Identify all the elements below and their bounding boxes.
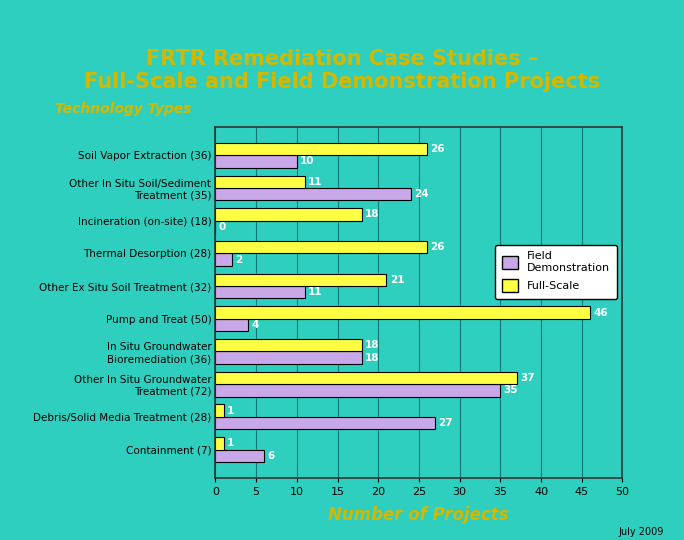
Text: 2: 2 [235, 254, 242, 265]
Text: 10: 10 [300, 157, 315, 166]
Bar [215, 352, 362, 364]
Bar [215, 404, 224, 417]
Text: 4: 4 [251, 320, 259, 330]
Bar [215, 306, 590, 319]
Text: 1: 1 [227, 406, 234, 416]
Text: 26: 26 [430, 242, 445, 252]
Bar [215, 274, 386, 286]
Bar [215, 372, 516, 384]
Bar [215, 286, 305, 299]
Text: July 2009: July 2009 [618, 527, 663, 537]
Text: 1: 1 [227, 438, 234, 448]
Bar [215, 437, 224, 449]
Bar [215, 417, 435, 429]
Bar [215, 156, 297, 168]
Text: 46: 46 [593, 308, 608, 318]
Bar [215, 449, 264, 462]
Text: 11: 11 [308, 177, 323, 187]
Bar [215, 253, 232, 266]
Text: 18: 18 [365, 353, 380, 363]
Text: 24: 24 [414, 189, 429, 199]
Text: Technology Types: Technology Types [55, 102, 191, 116]
Text: FRTR Remediation Case Studies –
Full-Scale and Field Demonstration Projects: FRTR Remediation Case Studies – Full-Sca… [84, 49, 600, 92]
Bar [215, 319, 248, 331]
Bar [215, 241, 427, 253]
Bar [215, 188, 411, 200]
Text: 18: 18 [365, 340, 380, 350]
Text: 18: 18 [365, 210, 380, 219]
Bar [215, 176, 305, 188]
Text: 0: 0 [219, 222, 226, 232]
Text: 6: 6 [267, 451, 275, 461]
Bar [215, 143, 427, 156]
Bar [215, 384, 500, 396]
Text: 35: 35 [503, 386, 518, 395]
Text: 27: 27 [438, 418, 453, 428]
Legend: Field
Demonstration, Full-Scale: Field Demonstration, Full-Scale [495, 245, 617, 299]
Text: 37: 37 [520, 373, 534, 383]
Text: 26: 26 [430, 144, 445, 154]
Bar [215, 208, 362, 221]
Text: Number of Projects: Number of Projects [328, 506, 509, 524]
Text: 11: 11 [308, 287, 323, 297]
Text: 21: 21 [390, 275, 404, 285]
Bar [215, 339, 362, 352]
